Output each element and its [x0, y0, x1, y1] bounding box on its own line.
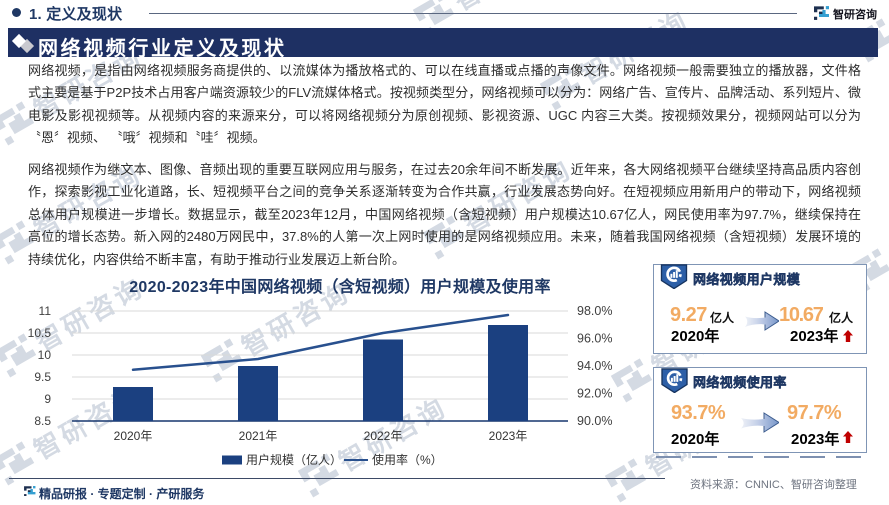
svg-text:2020年: 2020年 [114, 429, 153, 443]
svg-text:9.5: 9.5 [34, 370, 51, 384]
svg-text:92.0%: 92.0% [577, 387, 612, 401]
svg-text:2021年: 2021年 [239, 429, 278, 443]
svg-text:10: 10 [38, 348, 52, 362]
svg-text:2022年: 2022年 [364, 429, 403, 443]
svg-text:用户规模（亿人）: 用户规模（亿人） [246, 452, 342, 467]
svg-text:2020-2023年中国网络视频（含短视频）用户规模及使用率: 2020-2023年中国网络视频（含短视频）用户规模及使用率 [129, 277, 551, 296]
svg-text:11: 11 [39, 304, 52, 318]
svg-text:使用率（%）: 使用率（%） [372, 452, 443, 467]
svg-text:90.0%: 90.0% [577, 414, 612, 428]
svg-text:94.0%: 94.0% [577, 359, 612, 373]
svg-text:8.5: 8.5 [34, 414, 51, 428]
svg-text:2023年: 2023年 [489, 429, 528, 443]
svg-text:10.5: 10.5 [28, 326, 52, 340]
svg-text:96.0%: 96.0% [577, 332, 612, 346]
svg-text:9: 9 [44, 392, 51, 406]
svg-text:98.0%: 98.0% [577, 304, 612, 318]
